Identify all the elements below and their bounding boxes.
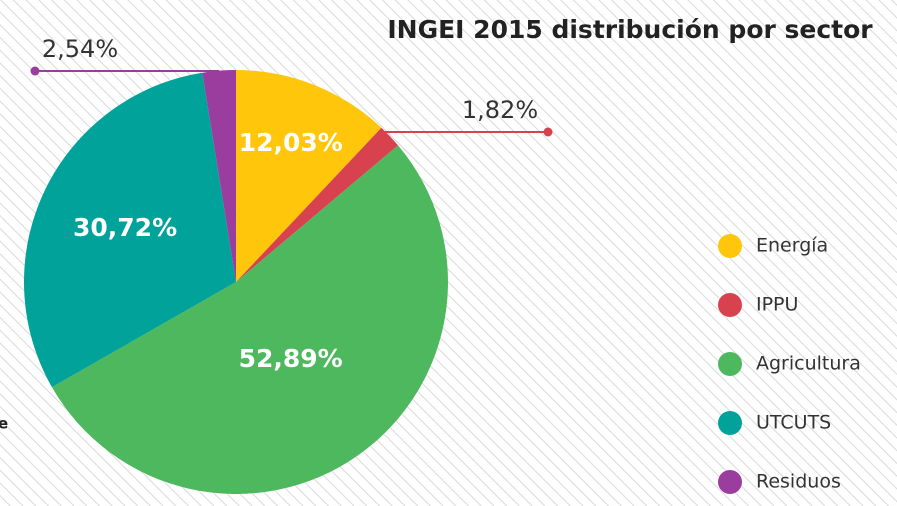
data-label: 1,82% bbox=[462, 96, 538, 124]
pie-slice bbox=[202, 70, 236, 282]
pie-slice bbox=[23, 72, 236, 388]
pie-slice bbox=[236, 127, 399, 282]
chart-title: INGEI 2015 distribución por sector bbox=[387, 15, 873, 44]
legend-label: UTCUTS bbox=[756, 412, 831, 434]
leader-dot bbox=[30, 66, 40, 76]
data-label: 2,54% bbox=[42, 35, 118, 63]
annotation: e bbox=[0, 415, 8, 433]
leader-dot bbox=[543, 127, 553, 137]
legend-label: Residuos bbox=[756, 471, 841, 493]
data-label: 30,72% bbox=[73, 213, 177, 242]
legend-swatch bbox=[718, 411, 742, 435]
legend-label: IPPU bbox=[756, 294, 798, 316]
data-label: 12,03% bbox=[239, 128, 343, 157]
legend-swatch bbox=[718, 470, 742, 494]
legend-swatch bbox=[718, 293, 742, 317]
legend-swatch bbox=[718, 352, 742, 376]
legend-swatch bbox=[718, 234, 742, 258]
pie-slice bbox=[236, 70, 382, 282]
pie-slice bbox=[51, 145, 448, 494]
legend-label: Agricultura bbox=[756, 353, 861, 375]
data-label: 52,89% bbox=[239, 344, 343, 373]
legend-label: Energía bbox=[756, 235, 828, 257]
